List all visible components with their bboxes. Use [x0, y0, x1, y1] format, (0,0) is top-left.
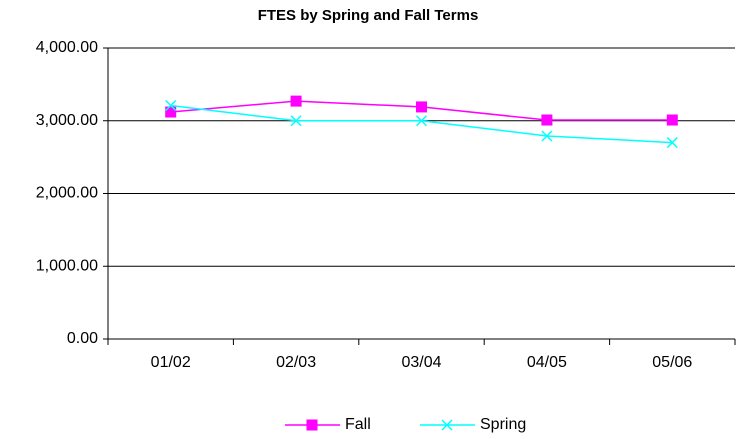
y-tick-label: 1,000.00: [36, 257, 98, 274]
data-point: [666, 137, 678, 149]
data-point: [165, 99, 177, 112]
x-tick-label: 04/05: [527, 354, 567, 371]
data-point: [541, 114, 553, 126]
data-point: [165, 106, 177, 118]
data-point: [415, 115, 428, 127]
x-tick-label: 02/03: [276, 354, 316, 371]
x-tick-label: 03/04: [401, 354, 441, 371]
data-point: [290, 115, 302, 127]
legend-marker: [441, 419, 453, 431]
data-point: [541, 130, 553, 142]
x-tick-label: 01/02: [151, 354, 191, 371]
chart-title: FTES by Spring and Fall Terms: [258, 7, 479, 24]
legend-marker: [306, 419, 318, 431]
legend-label: Spring: [480, 416, 526, 433]
data-point: [416, 101, 427, 113]
y-tick-label: 3,000.00: [36, 112, 98, 129]
y-tick-label: 2,000.00: [36, 185, 98, 202]
y-tick-label: 4,000.00: [36, 39, 98, 56]
legend-label: Fall: [345, 416, 371, 433]
data-point: [290, 95, 302, 107]
y-tick-label: 0.00: [67, 330, 98, 347]
data-point: [666, 114, 678, 126]
x-tick-label: 05/06: [652, 354, 692, 371]
